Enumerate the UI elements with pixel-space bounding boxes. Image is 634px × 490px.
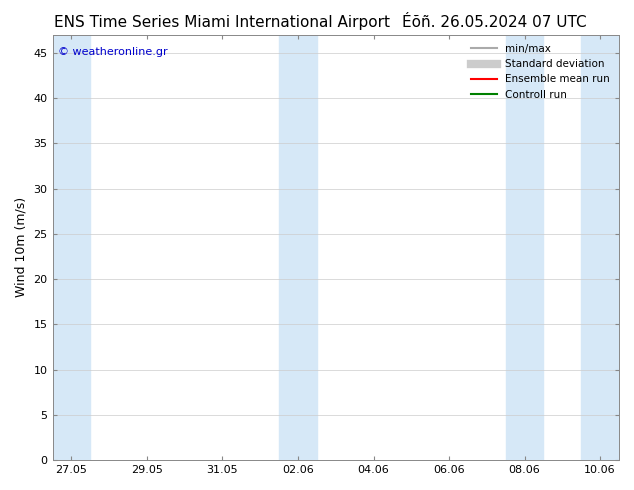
Text: © weatheronline.gr: © weatheronline.gr [58,48,168,57]
Text: Éõñ. 26.05.2024 07 UTC: Éõñ. 26.05.2024 07 UTC [402,15,587,30]
Y-axis label: Wind 10m (m/s): Wind 10m (m/s) [15,197,28,297]
Text: ENS Time Series Miami International Airport: ENS Time Series Miami International Airp… [54,15,390,30]
Legend: min/max, Standard deviation, Ensemble mean run, Controll run: min/max, Standard deviation, Ensemble me… [467,40,614,104]
Bar [581,35,619,460]
Bar [279,35,317,460]
Bar [53,35,90,460]
Bar [506,35,543,460]
